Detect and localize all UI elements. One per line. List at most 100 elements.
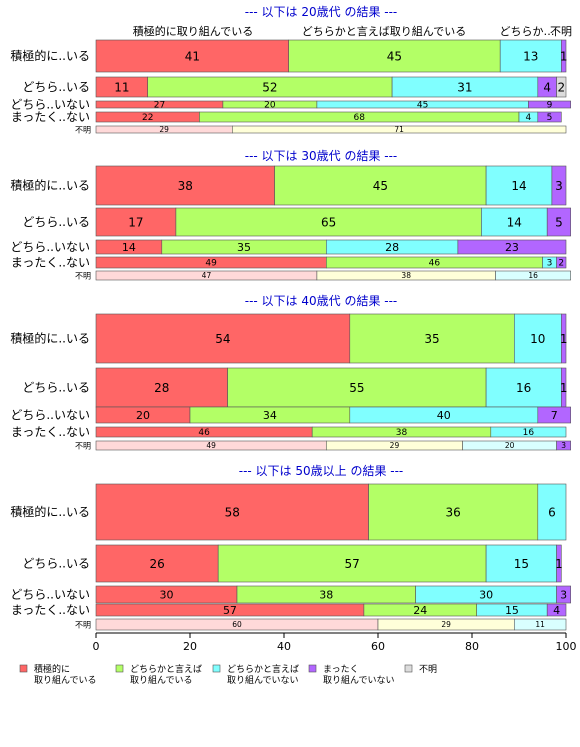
legend-swatch (19, 664, 28, 673)
data-label: 60 (232, 620, 242, 629)
data-label: 3 (561, 441, 566, 450)
data-label: 36 (446, 505, 461, 519)
bar-segment (95, 544, 219, 583)
data-label: 14 (122, 241, 136, 254)
data-label: 52 (262, 80, 277, 94)
data-label: 2 (557, 80, 565, 94)
bar-segment (551, 165, 567, 206)
data-label: 3 (547, 259, 553, 269)
data-label: 34 (263, 409, 277, 422)
data-label: 14 (511, 179, 526, 193)
data-label: 15 (505, 604, 519, 617)
bar-segment (560, 39, 567, 73)
row-label: まったく..ない (11, 425, 90, 439)
row-label: どちら..いる (22, 215, 90, 229)
bar-segment (457, 239, 567, 255)
x-tick-label: 60 (371, 640, 385, 653)
bar-segment (556, 440, 571, 451)
bar-segment (537, 111, 562, 123)
data-label: 49 (205, 259, 217, 269)
legend-label: 取り組んでいない (227, 674, 299, 686)
data-label: 29 (390, 441, 400, 450)
data-label: 24 (413, 604, 427, 617)
data-label: 45 (387, 49, 402, 63)
bar-segment (560, 313, 567, 364)
data-label: 55 (349, 381, 364, 395)
bar-segment (368, 483, 539, 541)
top-category-label: どちらかと言えば取り組んでいる (302, 25, 466, 38)
bar-segment (232, 125, 567, 134)
data-label: 5 (555, 215, 563, 229)
data-label: 16 (528, 271, 538, 280)
x-tick-label: 40 (277, 640, 291, 653)
data-label: 41 (185, 49, 200, 63)
data-label: 16 (516, 381, 531, 395)
data-label: 27 (154, 101, 165, 111)
row-label: どちら..いない (10, 240, 90, 254)
data-label: 9 (547, 101, 553, 111)
data-label: 1 (560, 381, 568, 395)
data-label: 4 (553, 604, 560, 617)
bar-segment (513, 313, 562, 364)
bar-segment (537, 483, 567, 541)
row-label: まったく..ない (11, 256, 90, 270)
legend-swatch (212, 664, 221, 673)
bar-segment (95, 39, 289, 73)
row-label: どちら..いない (10, 408, 90, 422)
data-label: 68 (353, 113, 365, 123)
row-label: どちら..いる (22, 80, 90, 94)
data-label: 30 (479, 588, 493, 601)
data-label: 1 (560, 49, 568, 63)
legend-label: 不明 (419, 664, 437, 675)
bar-segment (528, 100, 572, 109)
legend-label: 取り組んでいない (323, 674, 395, 686)
data-label: 65 (321, 215, 336, 229)
bar-segment (95, 367, 228, 408)
bar-segment (485, 544, 557, 583)
data-label: 29 (441, 620, 451, 629)
data-label: 54 (215, 332, 230, 346)
row-label: 不明 (75, 621, 91, 630)
data-label: 4 (526, 113, 532, 123)
top-category-label: どちらか… (500, 25, 555, 38)
data-label: 28 (154, 381, 169, 395)
legend-swatch (404, 664, 413, 673)
data-label: 11 (114, 80, 129, 94)
data-label: 30 (160, 588, 174, 601)
data-label: 2 (558, 259, 564, 269)
row-label: まったく..ない (11, 603, 90, 617)
legend-label: 取り組んでいる (130, 674, 193, 686)
data-label: 3 (560, 588, 567, 601)
top-category-label: 積極的に取り組んでいる (133, 24, 253, 38)
row-label: 不明 (75, 272, 91, 281)
data-label: 5 (547, 113, 553, 123)
data-label: 29 (159, 125, 169, 134)
bar-segment (556, 544, 562, 583)
row-label: まったく..ない (11, 110, 90, 124)
data-label: 47 (202, 271, 212, 280)
bar-segment (227, 367, 487, 408)
legend-label: どちらかと言えば (130, 663, 202, 675)
row-label: どちら..いない (10, 98, 90, 112)
data-label: 14 (507, 215, 522, 229)
row-label: 不明 (75, 442, 91, 451)
data-label: 3 (555, 179, 563, 193)
legend-swatch (308, 664, 317, 673)
data-label: 15 (514, 557, 529, 571)
bar-segment (485, 165, 553, 206)
x-tick-label: 20 (183, 640, 197, 653)
bar-segment (556, 76, 567, 98)
row-label: 積極的に..いる (10, 504, 90, 519)
data-label: 26 (149, 557, 164, 571)
data-label: 20 (264, 101, 276, 111)
bar-segment (495, 270, 571, 281)
panel-title: --- 以下は 50歳以上 の結果 --- (239, 464, 404, 478)
panel-title: --- 以下は 40歳代 の結果 --- (245, 294, 398, 308)
data-label: 35 (424, 332, 439, 346)
row-label: 積極的に..いる (10, 48, 90, 63)
data-label: 16 (523, 428, 535, 438)
data-label: 38 (396, 428, 408, 438)
bar-segment (288, 39, 501, 73)
x-tick-label: 100 (556, 640, 577, 653)
